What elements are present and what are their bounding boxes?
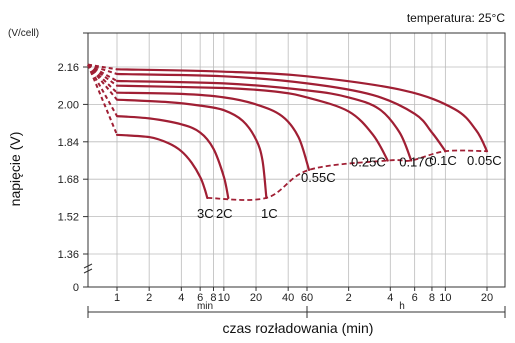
x-segment-label-min: min <box>197 301 213 312</box>
series-line-0.25C <box>115 84 389 162</box>
curve-label-0.25C: 0.25C <box>351 155 386 170</box>
y-axis-break <box>83 263 93 274</box>
x-tick-label: 20 <box>481 292 493 304</box>
x-tick-label: 60 <box>301 292 313 304</box>
series-line-2C <box>115 115 230 199</box>
series-line-0.17C <box>115 79 413 162</box>
curve-label-0.17C: 0.17C <box>399 155 434 170</box>
y-tick-label: 1.52 <box>58 212 79 224</box>
curve-label-1C: 1C <box>261 206 278 221</box>
x-tick-label: 4 <box>387 292 393 304</box>
series-line-0.05C <box>115 68 489 153</box>
plot-frame <box>87 32 506 288</box>
y-tick-labels: 0 1.36 1.52 1.68 1.84 2.00 2.16 <box>58 62 79 294</box>
series-start-0.1C <box>87 63 118 75</box>
x-tick-label: 1 <box>114 292 120 304</box>
x-tick-label: 8 <box>429 292 435 304</box>
x-tick-label: 6 <box>412 292 418 304</box>
curve-label-0.55C: 0.55C <box>301 170 336 185</box>
y-tick-label: 0 <box>73 282 79 294</box>
y-unit-label: (V/cell) <box>8 28 39 39</box>
x-tick-label: 6 <box>197 292 203 304</box>
curve-label-2C: 2C <box>216 206 233 221</box>
series-start-0.05C <box>87 63 118 71</box>
x-tick-label: 40 <box>282 292 294 304</box>
series-line-1C <box>115 98 268 199</box>
x-tick-labels: 1 2 4 6 8 10 20 40 60 2 4 6 8 10 20 <box>114 292 493 304</box>
y-tick-label: 1.36 <box>58 249 79 261</box>
x-axis-label: czas rozładowania (min) <box>223 320 374 336</box>
series-start-2C <box>87 64 118 117</box>
series-start-3C <box>87 64 118 136</box>
chart-title: temperatura: 25°C <box>407 11 506 25</box>
x-tick-label: 2 <box>146 292 152 304</box>
y-tick-label: 2.16 <box>58 62 79 74</box>
x-tick-label: 10 <box>218 292 230 304</box>
y-tick-label: 1.68 <box>58 174 79 186</box>
series-line-0.1C <box>115 72 447 153</box>
series-layer <box>87 63 489 199</box>
series-line-3C <box>115 133 209 199</box>
series-start-0.25C <box>87 63 118 87</box>
y-tick-label: 2.00 <box>58 99 79 111</box>
curve-label-0.05C: 0.05C <box>467 153 502 168</box>
curve-label-3C: 3C <box>197 206 214 221</box>
x-tick-label: 20 <box>250 292 262 304</box>
y-tick-label: 1.84 <box>58 137 79 149</box>
axes <box>83 32 506 318</box>
series-line-0.55C <box>115 91 311 171</box>
y-axis-label: napięcie (V) <box>7 132 23 207</box>
x-tick-label: 2 <box>346 292 352 304</box>
x-tick-label: 8 <box>210 292 216 304</box>
series-start-0.17C <box>87 63 118 82</box>
x-tick-label: 10 <box>439 292 451 304</box>
x-tick-label: 4 <box>178 292 184 304</box>
x-segment-label-h: h <box>399 301 405 312</box>
curve-label-0.1C: 0.1C <box>429 153 456 168</box>
